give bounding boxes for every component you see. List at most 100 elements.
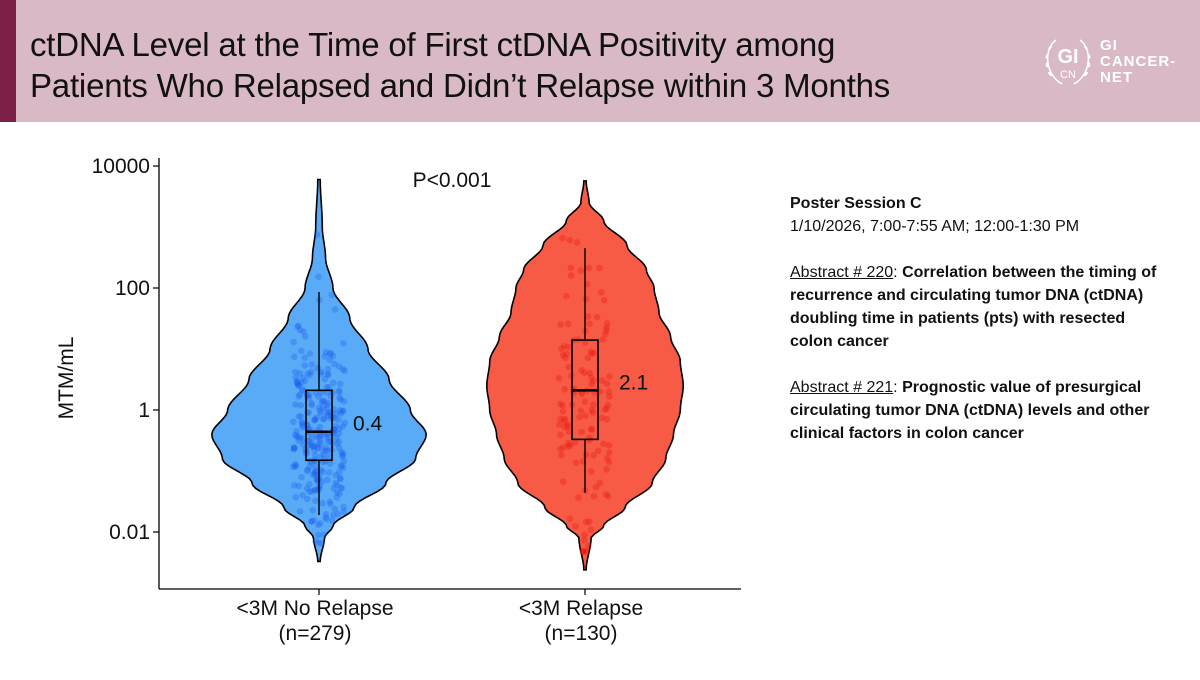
data-point — [308, 400, 315, 407]
data-point — [294, 377, 301, 385]
data-point — [339, 450, 347, 458]
data-point — [311, 486, 319, 494]
data-point — [582, 451, 590, 459]
data-point — [599, 377, 606, 385]
data-point — [579, 548, 587, 555]
data-point — [555, 374, 563, 382]
data-point — [296, 391, 304, 399]
data-point — [311, 447, 318, 454]
data-point — [337, 407, 344, 414]
data-point — [605, 388, 613, 396]
abstract-separator: : — [893, 264, 903, 281]
slide-title-line-2: Patients Who Relapsed and Didn’t Relapse… — [30, 67, 891, 104]
data-point — [341, 367, 348, 375]
data-point — [572, 523, 579, 530]
data-point — [559, 408, 567, 415]
session-info-panel: Poster Session C 1/10/2026, 7:00-7:55 AM… — [790, 192, 1170, 468]
data-point — [304, 495, 311, 503]
data-point — [592, 483, 600, 491]
data-point — [333, 410, 340, 418]
session-time: 1/10/2026, 7:00-7:55 AM; 12:00-1:30 PM — [790, 218, 1080, 235]
data-point — [324, 402, 331, 409]
data-point — [314, 443, 322, 450]
data-point — [322, 447, 330, 455]
data-point — [584, 354, 592, 362]
data-point — [337, 410, 345, 417]
data-point — [298, 347, 305, 355]
session-title: Poster Session C — [790, 195, 922, 212]
data-point — [334, 510, 342, 518]
data-point — [341, 419, 349, 427]
data-point — [317, 440, 325, 447]
data-point — [578, 390, 586, 398]
data-point — [290, 444, 298, 452]
data-point — [317, 410, 324, 417]
data-point — [301, 333, 309, 340]
data-point — [299, 387, 306, 394]
data-point — [292, 461, 299, 468]
data-point — [582, 412, 589, 420]
data-point — [335, 469, 343, 476]
data-point — [590, 452, 597, 459]
data-point — [566, 442, 574, 449]
data-point — [590, 401, 597, 409]
data-point — [295, 482, 303, 490]
data-point — [313, 414, 321, 421]
data-point — [340, 397, 348, 405]
data-point — [560, 417, 568, 425]
data-point — [321, 353, 329, 360]
data-point — [308, 488, 316, 495]
data-point — [326, 498, 334, 506]
data-point — [333, 481, 341, 489]
data-point — [564, 320, 572, 328]
data-point — [305, 391, 313, 399]
data-point — [596, 479, 604, 487]
data-point — [581, 369, 588, 377]
data-point — [325, 383, 333, 391]
data-point — [335, 387, 343, 394]
data-point — [567, 264, 575, 272]
data-point — [317, 432, 324, 440]
data-point — [319, 500, 327, 507]
data-point — [315, 273, 322, 281]
abstract-item-220: Abstract # 220: Correlation between the … — [790, 261, 1170, 353]
data-point — [295, 393, 303, 400]
data-point — [324, 412, 331, 419]
data-point — [296, 508, 304, 515]
x-tick-label: <3M No Relapse — [237, 597, 394, 620]
data-point — [605, 442, 613, 449]
data-point — [311, 469, 319, 477]
data-point — [605, 449, 613, 456]
data-point — [295, 381, 303, 389]
data-point — [296, 326, 304, 334]
data-point — [315, 531, 322, 539]
abstract-item-221: Abstract # 221: Prognostic value of pres… — [790, 376, 1170, 445]
data-point — [296, 370, 304, 377]
data-point — [339, 423, 347, 430]
axes-layer — [158, 158, 741, 590]
data-point — [292, 401, 299, 408]
data-point — [337, 380, 344, 388]
data-point — [325, 469, 333, 476]
data-point — [290, 463, 297, 470]
data-point — [562, 354, 569, 362]
data-point — [606, 373, 613, 380]
data-point — [323, 409, 331, 417]
data-point — [327, 349, 334, 357]
data-point — [336, 490, 344, 497]
data-point — [290, 338, 297, 346]
data-point — [304, 370, 312, 378]
data-point — [295, 437, 303, 445]
data-point — [335, 430, 343, 437]
data-point — [557, 431, 564, 439]
data-point — [318, 539, 325, 547]
data-point — [328, 291, 336, 299]
data-point — [306, 350, 314, 357]
data-point — [315, 404, 323, 412]
data-point — [588, 380, 595, 388]
data-point — [556, 445, 564, 453]
data-point — [581, 531, 588, 538]
data-point — [335, 416, 342, 424]
data-point — [336, 475, 344, 482]
logo-line-2: CANCER- — [1100, 53, 1177, 70]
